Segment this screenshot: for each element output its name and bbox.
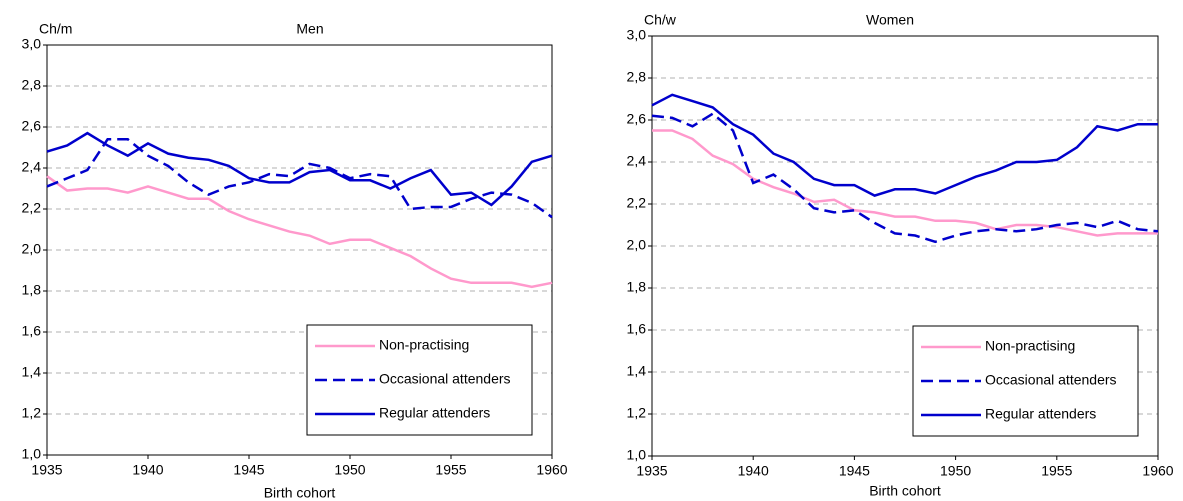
y-tick-label: 2,6	[627, 111, 647, 127]
x-tick-label: 1960	[1142, 463, 1173, 479]
y-tick-label: 2,8	[22, 77, 42, 93]
x-tick-label: 1940	[132, 462, 163, 478]
x-axis-title: Birth cohort	[869, 483, 941, 499]
series-line	[651, 112, 1159, 244]
y-tick-label: 2,6	[22, 118, 42, 134]
y-tick-label: 1,0	[627, 447, 647, 463]
legend-label: Non-practising	[985, 338, 1075, 354]
x-tick-label: 1950	[334, 462, 365, 478]
y-tick-label: 1,2	[627, 405, 647, 421]
x-tick-label: 1940	[738, 463, 769, 479]
y-tick-label: 2,0	[22, 241, 42, 257]
legend-label: Non-practising	[379, 337, 469, 353]
x-tick-label: 1945	[839, 463, 870, 479]
series-line	[46, 175, 553, 289]
y-tick-label: 2,4	[627, 153, 647, 169]
x-tick-label: 1950	[940, 463, 971, 479]
x-tick-label: 1955	[435, 462, 466, 478]
series-line	[651, 93, 1158, 197]
y-tick-label: 1,2	[22, 405, 42, 421]
y-tick-label: 2,2	[22, 200, 42, 216]
legend-label: Regular attenders	[379, 405, 490, 421]
y-axis-title: Ch/m	[39, 21, 72, 37]
y-tick-label: 2,4	[22, 159, 42, 175]
y-tick-label: 1,0	[22, 446, 42, 462]
x-tick-label: 1960	[536, 462, 567, 478]
chart-title: Men	[296, 21, 323, 37]
x-tick-label: 1945	[233, 462, 264, 478]
y-tick-label: 1,4	[627, 363, 647, 379]
y-axis-title: Ch/w	[644, 12, 677, 28]
x-axis-title: Birth cohort	[264, 485, 336, 501]
series-line	[652, 129, 1158, 237]
series-line	[46, 131, 553, 207]
y-tick-label: 1,4	[22, 364, 42, 380]
y-tick-label: 2,0	[627, 237, 647, 253]
series-line	[46, 138, 553, 219]
y-tick-label: 1,6	[627, 321, 647, 337]
y-tick-label: 1,8	[22, 282, 42, 298]
legend-label: Regular attenders	[985, 406, 1096, 422]
y-tick-label: 2,2	[627, 195, 647, 211]
y-tick-label: 2,8	[627, 69, 647, 85]
y-tick-label: 1,8	[627, 279, 647, 295]
x-tick-label: 1955	[1041, 463, 1072, 479]
chart-title: Women	[866, 12, 914, 28]
plot-frame	[46, 44, 553, 456]
x-tick-label: 1935	[636, 463, 667, 479]
x-tick-label: 1935	[31, 462, 62, 478]
y-tick-label: 1,6	[22, 323, 42, 339]
legend-label: Occasional attenders	[379, 371, 511, 387]
plot-frame	[651, 35, 1159, 457]
y-tick-label: 3,0	[627, 27, 647, 43]
y-tick-label: 3,0	[22, 36, 42, 52]
legend-label: Occasional attenders	[985, 372, 1117, 388]
